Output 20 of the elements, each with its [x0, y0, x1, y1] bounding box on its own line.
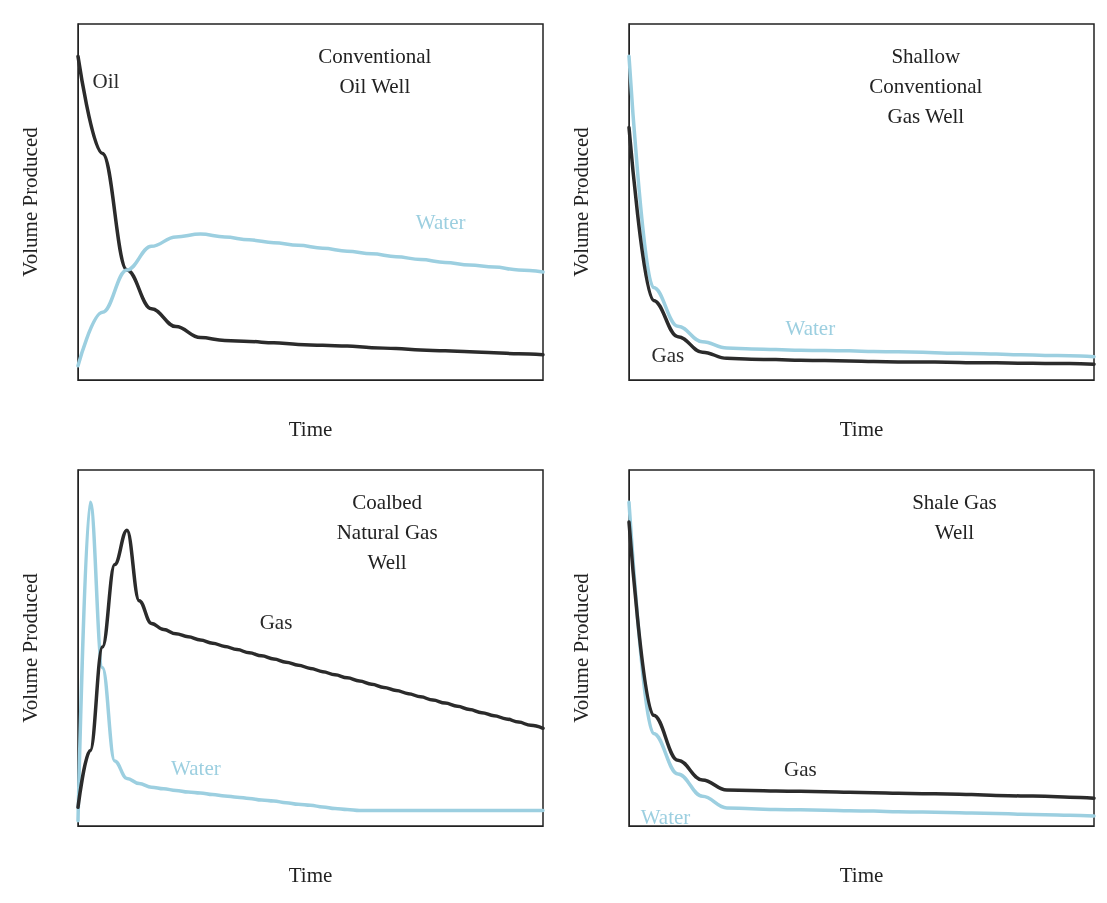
series-label: Water [640, 805, 691, 830]
y-axis-title: Volume Produced [17, 572, 42, 723]
y-axis-title: Volume Produced [17, 126, 42, 277]
x-axis-title: Time [288, 862, 333, 887]
series-label: Water [785, 316, 836, 341]
series-label: Gas [651, 342, 685, 367]
x-axis-title: Time [839, 416, 884, 441]
y-axis-title: Volume Produced [568, 126, 593, 277]
chart-title: Shale Gas Well [912, 490, 997, 544]
x-axis-title: Time [839, 862, 884, 887]
series-label: Gas [259, 610, 293, 635]
series-label: Gas [783, 757, 817, 782]
series-label: Oil [92, 69, 120, 94]
text: Shallow Conventional Gas Well [869, 44, 983, 128]
series-label: Water [171, 756, 221, 781]
series-label: Water [415, 209, 466, 234]
y-axis-title: Volume Produced [568, 572, 593, 723]
x-axis-title: Time [288, 416, 333, 441]
text: Coalbed Natural Gas Well [336, 490, 438, 574]
chart-title: Conventional Oil Well [318, 44, 432, 98]
